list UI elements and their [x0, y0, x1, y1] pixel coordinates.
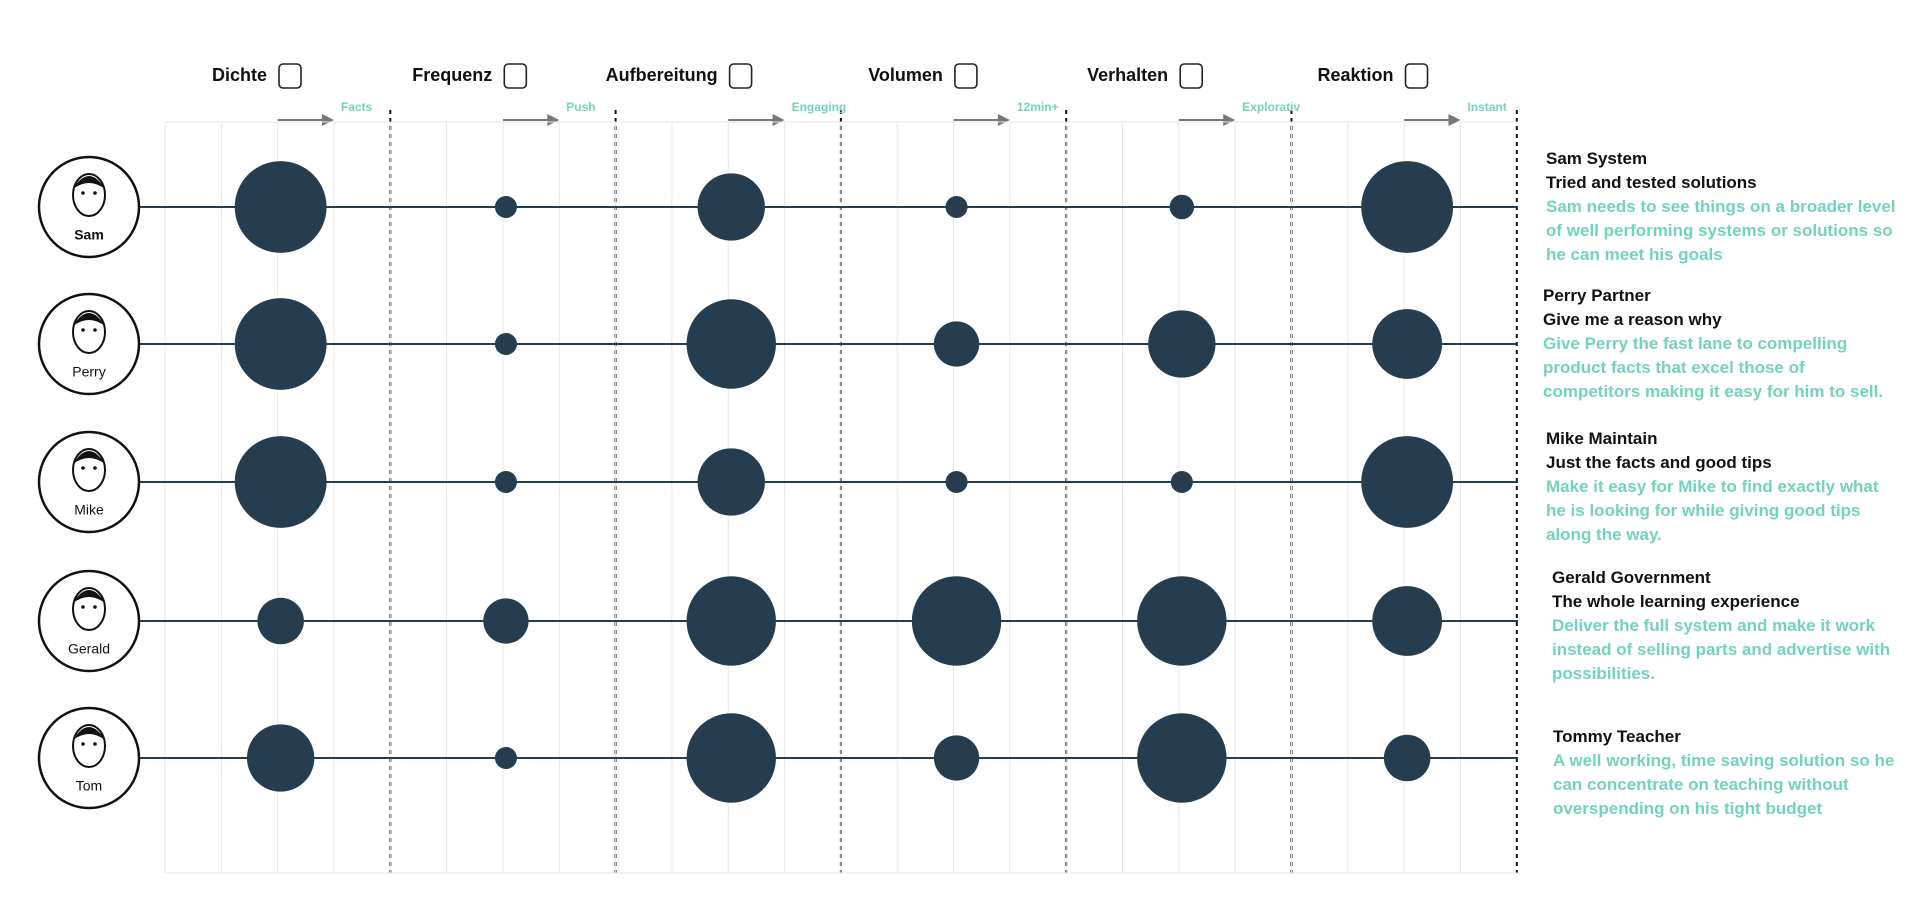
column-icon	[728, 63, 753, 89]
avatar-eye	[93, 742, 97, 746]
column-title: Volumen	[868, 65, 943, 85]
avatar-hair	[73, 313, 105, 326]
persona-subtitle: Just the facts and good tips	[1546, 453, 1772, 472]
bubble	[933, 735, 980, 781]
avatar-hair	[73, 590, 105, 603]
arrow-head	[1223, 114, 1236, 126]
avatar-eye	[93, 466, 97, 470]
avatar-eye	[93, 191, 97, 195]
persona-card: Sam System Tried and tested solutions Sam …	[1546, 147, 1901, 267]
bubble	[1137, 576, 1227, 666]
persona-subtitle: The whole learning experience	[1552, 592, 1800, 611]
persona-title: Mike Maintain	[1546, 429, 1658, 448]
bubble	[234, 161, 327, 253]
persona-description: A well working, time saving solution so …	[1553, 751, 1895, 818]
bubble	[911, 576, 1002, 666]
persona-name: Sam	[74, 227, 104, 243]
avatar-hair	[73, 727, 105, 740]
column-icon	[503, 63, 528, 89]
direction-label: 12min+	[1017, 100, 1059, 114]
bubble	[686, 299, 776, 389]
persona-description: Deliver the full system and make it work…	[1552, 616, 1891, 683]
avatar-hair	[73, 176, 105, 189]
column-title: Dichte	[212, 65, 267, 85]
bubble	[257, 597, 304, 645]
bubble	[1137, 713, 1227, 803]
column-icon	[1404, 63, 1429, 89]
column-title: Aufbereitung	[606, 65, 718, 85]
column-title: Verhalten	[1087, 65, 1168, 85]
direction-label: Engaging	[792, 100, 847, 114]
avatar-eye	[81, 742, 85, 746]
column-title: Frequenz	[412, 65, 492, 85]
bubble	[494, 470, 517, 494]
persona-description: Give Perry the fast lane to compelling p…	[1543, 334, 1884, 401]
persona-card: Mike Maintain Just the facts and good tip…	[1546, 427, 1901, 547]
bubble	[494, 746, 517, 770]
persona-title: Perry Partner	[1543, 286, 1651, 305]
bubble	[1372, 309, 1443, 379]
bubble	[933, 321, 980, 367]
bubble	[1148, 310, 1216, 378]
persona-title: Sam System	[1546, 149, 1648, 168]
bubble	[697, 448, 765, 516]
persona-subtitle: Tried and tested solutions	[1546, 173, 1757, 192]
bubble	[234, 436, 327, 528]
bubble	[494, 195, 517, 219]
bubble	[686, 576, 776, 666]
persona-name: Gerald	[68, 641, 110, 657]
persona-card: Tommy Teacher A well working, time saving…	[1553, 725, 1908, 821]
persona-card: Perry Partner Give me a reason why Give Pe…	[1543, 284, 1898, 404]
column-icon	[954, 63, 978, 89]
arrow-head	[997, 114, 1010, 126]
bubble	[1383, 734, 1431, 782]
avatar-eye	[81, 328, 85, 332]
direction-label: Push	[566, 100, 595, 114]
bubble	[494, 332, 517, 356]
bubble	[483, 598, 529, 644]
avatar-eye	[93, 605, 97, 609]
column-icon	[278, 63, 302, 89]
column-title: Reaktion	[1317, 65, 1393, 85]
direction-label: Explorativ	[1242, 100, 1300, 114]
bubble	[945, 470, 968, 494]
arrow-head	[1448, 114, 1461, 126]
direction-label: Instant	[1467, 100, 1506, 114]
bubble	[1372, 586, 1443, 656]
arrow-head	[547, 114, 560, 126]
persona-title: Gerald Government	[1552, 568, 1711, 587]
persona-description: Make it easy for Mike to find exactly wh…	[1546, 477, 1879, 544]
avatar-eye	[81, 605, 85, 609]
avatar-hair	[73, 451, 105, 464]
persona-subtitle: Give me a reason why	[1543, 310, 1722, 329]
persona-title: Tommy Teacher	[1553, 727, 1681, 746]
avatar-eye	[93, 328, 97, 332]
persona-name: Mike	[74, 502, 104, 518]
avatar-eye	[81, 466, 85, 470]
bubble	[697, 173, 765, 241]
column-icon	[1179, 63, 1203, 89]
bubble	[686, 713, 776, 803]
persona-description: Sam needs to see things on a broader lev…	[1546, 197, 1896, 264]
arrow-head	[321, 114, 334, 126]
direction-label: Facts	[341, 100, 373, 114]
bubble	[1170, 470, 1193, 494]
persona-name: Tom	[76, 778, 102, 794]
persona-name: Perry	[72, 364, 105, 380]
persona-card: Gerald Government The whole learning expe…	[1552, 566, 1907, 686]
bubble	[1361, 436, 1454, 528]
avatar-eye	[81, 191, 85, 195]
bubble	[1169, 194, 1195, 220]
bubble	[246, 724, 315, 792]
bubble	[1361, 161, 1454, 253]
bubble	[945, 195, 968, 219]
arrow-head	[772, 114, 785, 126]
bubble	[234, 298, 327, 390]
